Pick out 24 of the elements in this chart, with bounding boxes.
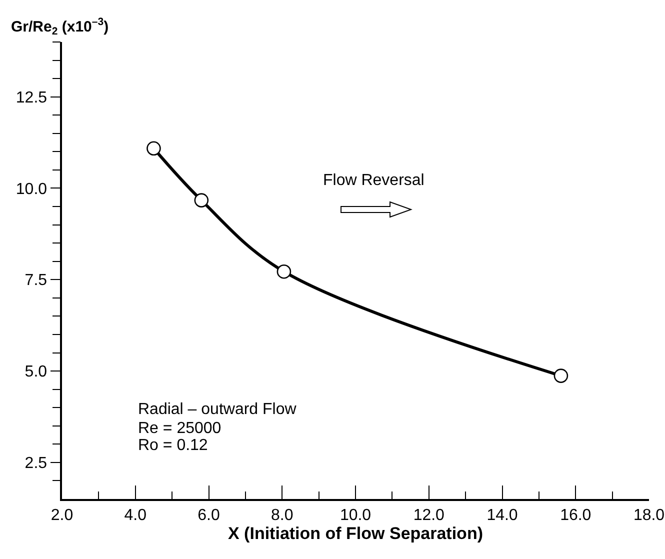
annotation: Radial – outward Flow bbox=[138, 401, 297, 418]
x-tick-label: 8.0 bbox=[271, 506, 294, 524]
x-tick-label: 16.0 bbox=[560, 506, 592, 524]
x-tick-label: 4.0 bbox=[124, 506, 147, 524]
y-tick-label: 7.5 bbox=[24, 272, 48, 290]
y-axis-title: Gr/Re$_{2}$ (x10$^{–3}$) bbox=[11, 16, 109, 38]
y-tick-label: 5.0 bbox=[24, 364, 48, 381]
point bbox=[554, 368, 568, 383]
annotation: Flow Reversal bbox=[323, 172, 424, 189]
x-tick-label: 6.0 bbox=[198, 506, 220, 524]
x-tick-label: 18.0 bbox=[633, 506, 665, 524]
y-tick-label: 10.0 bbox=[16, 180, 48, 198]
x-tick-label: 12.0 bbox=[413, 506, 445, 524]
annotation: Re = 25000 bbox=[138, 420, 222, 437]
y-tick-label: 12.5 bbox=[16, 89, 48, 106]
y-tick-label: 2.5 bbox=[24, 455, 48, 472]
x-axis-title: X (Initiation of Flow Separation) bbox=[228, 524, 483, 543]
x-tick-label: 2.0 bbox=[50, 506, 74, 524]
x-tick-label: 10.0 bbox=[340, 506, 372, 524]
annotation: Ro = 0.12 bbox=[138, 437, 208, 454]
point bbox=[276, 264, 292, 279]
point bbox=[194, 193, 209, 208]
point bbox=[146, 141, 161, 156]
x-tick-label: 14.0 bbox=[486, 506, 518, 524]
